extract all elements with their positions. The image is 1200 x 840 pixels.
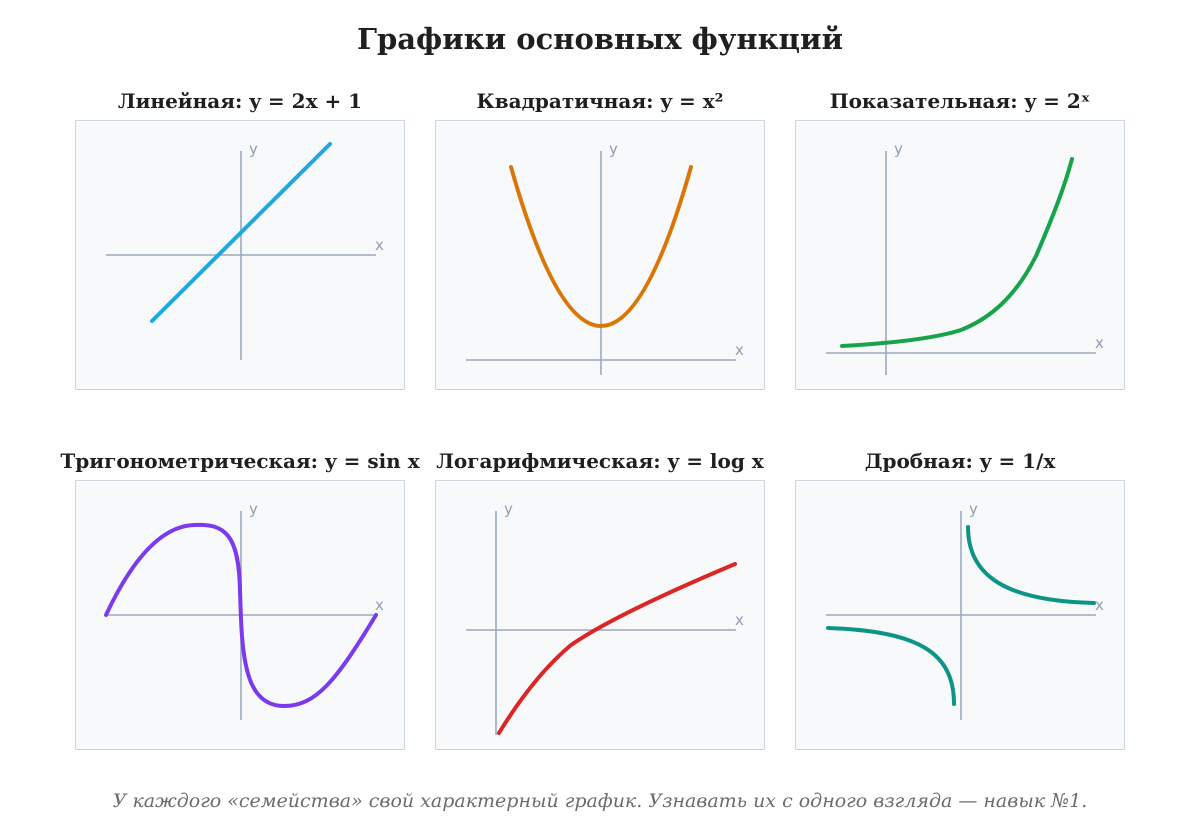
hyperbola-graph: x y	[826, 500, 1104, 720]
y-axis-label: y	[969, 500, 978, 518]
hyperbola-curve-left	[826, 626, 956, 706]
panel-title-exponential: Показательная: y = 2ˣ	[829, 89, 1091, 113]
logarithm-curve	[497, 562, 737, 735]
linear-curve	[150, 142, 332, 323]
sine-curve	[104, 522, 378, 708]
panel-exponential: x y	[795, 120, 1125, 390]
y-axis-label: y	[894, 140, 903, 158]
y-axis-label: y	[504, 500, 513, 518]
page-title: Графики основных функций	[356, 22, 844, 56]
panel-linear: x y	[75, 120, 405, 390]
panel-title-linear: Линейная: y = 2x + 1	[117, 89, 363, 113]
panel-title-hyperbola: Дробная: y = 1/x	[864, 449, 1056, 473]
x-axis-label: x	[735, 611, 744, 629]
parabola-graph: x y	[466, 140, 744, 375]
panel-hyperbola: x y	[795, 480, 1125, 750]
x-axis-label: x	[375, 596, 384, 614]
logarithm-graph: x y	[466, 500, 744, 735]
linear-graph: x y	[106, 140, 384, 360]
x-axis-label: x	[1095, 334, 1104, 352]
exponential-curve	[840, 157, 1074, 348]
y-axis-label: y	[249, 140, 258, 158]
footer-note: У каждого «семейства» свой характерный г…	[112, 790, 1088, 812]
hyperbola-curve-right	[966, 525, 1096, 605]
sine-graph: x y	[104, 500, 384, 720]
exponential-graph: x y	[826, 140, 1104, 375]
panel-sine: x y	[75, 480, 405, 750]
y-axis-label: y	[609, 140, 618, 158]
y-axis-label: y	[249, 500, 258, 518]
x-axis-label: x	[375, 236, 384, 254]
panel-title-quadratic: Квадратичная: y = x²	[476, 89, 724, 113]
panel-title-sine: Тригонометрическая: y = sin x	[60, 449, 420, 473]
x-axis-label: x	[1095, 596, 1104, 614]
parabola-curve	[509, 165, 693, 328]
x-axis-label: x	[735, 341, 744, 359]
panel-quadratic: x y	[435, 120, 765, 390]
panel-title-logarithm: Логарифмическая: y = log x	[436, 449, 764, 473]
panel-logarithm: x y	[435, 480, 765, 750]
